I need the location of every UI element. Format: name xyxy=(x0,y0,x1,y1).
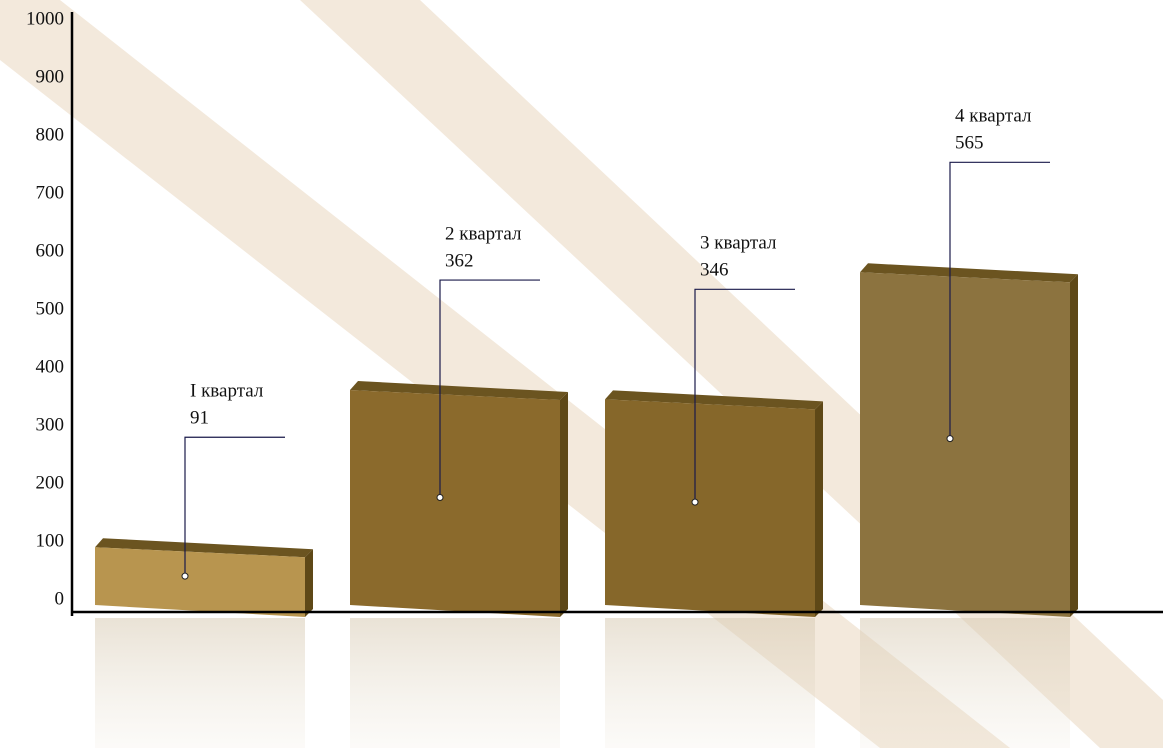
y-tick-label: 900 xyxy=(36,66,65,87)
reflection xyxy=(95,618,305,748)
bar-side xyxy=(1070,274,1078,617)
callout-line xyxy=(694,288,795,500)
bar-side xyxy=(815,401,823,617)
bar-top xyxy=(605,390,823,410)
y-tick-label: 200 xyxy=(36,472,65,493)
data-category-label: 4 квартал xyxy=(955,106,1032,127)
y-tick-label: 700 xyxy=(36,182,65,203)
data-label: 565 xyxy=(955,133,984,154)
reflection xyxy=(605,618,815,748)
plot-area: 0 100 200 300 400 500 600 700 800 900 1000 I кварта… xyxy=(26,8,1078,617)
callout-dot xyxy=(691,498,699,506)
callout-line xyxy=(949,161,1050,436)
bar xyxy=(95,547,305,617)
y-tick-label: 500 xyxy=(36,298,65,319)
bar-side xyxy=(305,549,313,617)
data-category-label: 3 квартал xyxy=(700,233,777,254)
callout-dot xyxy=(946,435,954,443)
callout-dot xyxy=(436,494,444,502)
reflection xyxy=(860,618,1070,748)
data-label: 362 xyxy=(445,250,474,271)
y-tick-label: 100 xyxy=(36,530,65,551)
data-label: 91 xyxy=(190,408,209,429)
callout-dot xyxy=(181,572,189,580)
bar-side xyxy=(560,392,568,617)
callout-line xyxy=(439,279,540,495)
y-tick-label: 0 xyxy=(55,588,65,609)
y-tick-label: 400 xyxy=(36,356,65,377)
bar xyxy=(350,390,560,617)
reflection xyxy=(350,618,560,748)
bar-top xyxy=(95,538,313,558)
y-tick-label: 600 xyxy=(36,240,65,261)
callout-line xyxy=(184,436,285,574)
bar-top xyxy=(350,381,568,401)
bar xyxy=(605,399,815,617)
bar-top xyxy=(860,263,1078,283)
data-category-label: I квартал xyxy=(190,381,264,402)
bar xyxy=(860,272,1070,617)
y-tick-label: 800 xyxy=(36,124,65,145)
y-tick-label: 300 xyxy=(36,414,65,435)
y-tick-label: 1000 xyxy=(26,8,64,29)
data-label: 346 xyxy=(700,260,729,281)
data-category-label: 2 квартал xyxy=(445,223,522,244)
